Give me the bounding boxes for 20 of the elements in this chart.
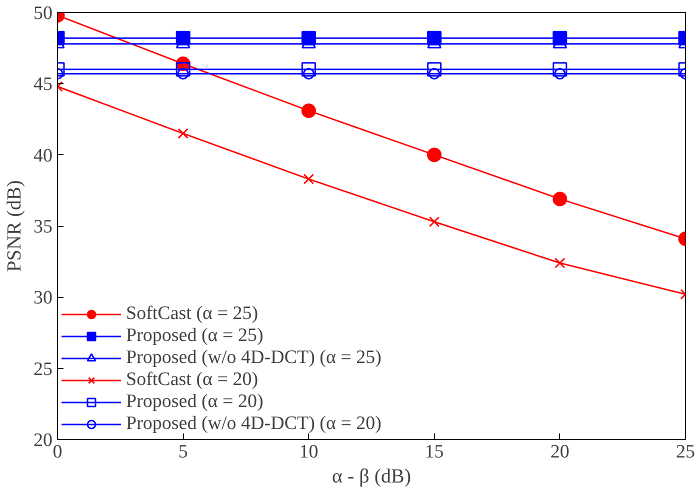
legend-label: Proposed (α = 25) — [126, 325, 264, 347]
y-tick-label: 40 — [34, 145, 52, 166]
y-tick-label: 35 — [34, 216, 52, 238]
legend-label: SoftCast (α = 20) — [126, 369, 258, 391]
x-axis-title: α - β (dB) — [332, 466, 411, 488]
x-tick-label: 5 — [178, 442, 188, 462]
x-tick-label: 20 — [550, 442, 570, 462]
x-tick-label: 15 — [424, 442, 444, 462]
x-tick-label: 0 — [52, 442, 62, 462]
y-tick-label: 30 — [34, 288, 52, 309]
legend-label: SoftCast (α = 25) — [126, 303, 258, 325]
legend-label: Proposed (w/o 4D-DCT) (α = 25) — [126, 347, 382, 369]
x-tick-label: 25 — [676, 442, 695, 462]
legend-label: Proposed (w/o 4D-DCT) (α = 20) — [126, 413, 382, 435]
y-tick-label: 50 — [34, 3, 52, 24]
x-tick-label: 10 — [299, 442, 318, 462]
y-tick-label: 45 — [34, 74, 52, 96]
y-axis-title: PSNR (dB) — [4, 180, 26, 272]
legend-label: Proposed (α = 20) — [126, 391, 264, 413]
y-tick-label: 25 — [34, 358, 52, 380]
